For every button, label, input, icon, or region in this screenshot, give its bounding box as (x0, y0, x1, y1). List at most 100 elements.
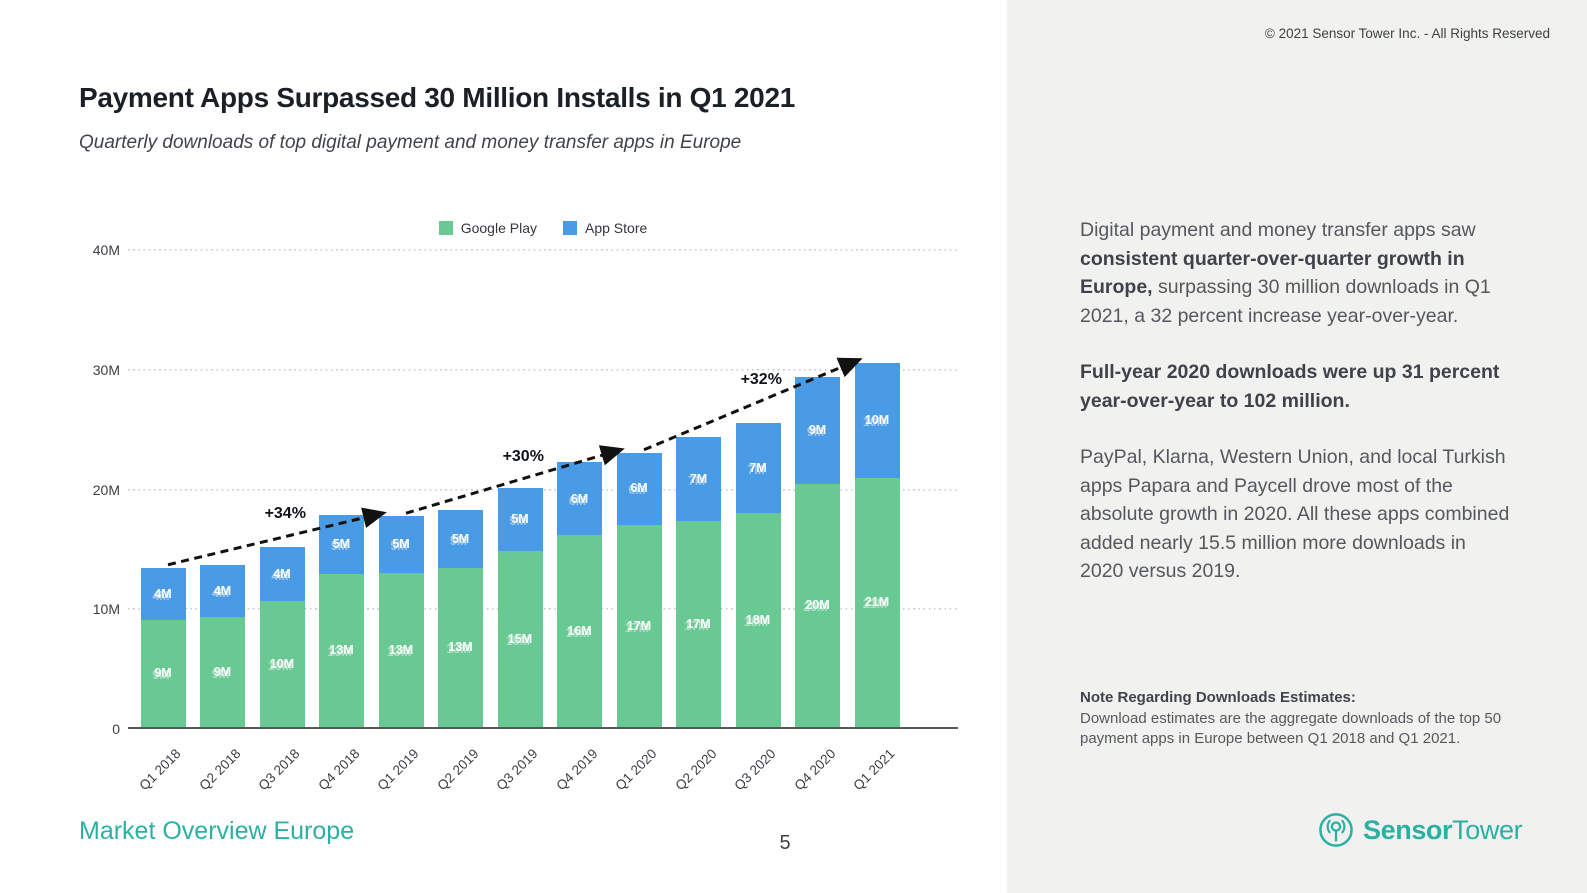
y-tick-label: 20M (92, 481, 120, 498)
bar-value-label: 21M (864, 595, 890, 610)
appstore-segment: 5M (378, 516, 424, 573)
legend-label: Google Play (460, 220, 537, 236)
insights-panel: © 2021 Sensor Tower Inc. - All Rights Re… (1007, 0, 1587, 893)
bar-value-label: 13M (329, 643, 354, 658)
gridline (128, 608, 958, 611)
bar-q4-2020: 9M 20M (795, 377, 840, 727)
bar-q1-2020: 6M 17M (616, 452, 662, 727)
bar-value-label: 7M (689, 471, 708, 486)
legend-label: App Store (585, 220, 648, 236)
chart-legend: Google Play App Store (128, 220, 958, 236)
googleplay-segment: 16M (557, 535, 602, 727)
appstore-segment: 4M (200, 565, 245, 617)
bar-value-label: 5M (451, 531, 470, 546)
bar-value-label: 4M (273, 567, 291, 582)
google-play-swatch (438, 221, 453, 235)
note-title: Note Regarding Downloads Estimates: (1080, 689, 1356, 706)
googleplay-segment: 13M (319, 573, 364, 727)
bar-q4-2018: 5M 13M (319, 515, 364, 727)
bar-value-label: 7M (749, 460, 767, 475)
bar-value-label: 9M (808, 423, 827, 438)
bar-value-label: 15M (507, 631, 533, 646)
y-tick-label: 30M (92, 361, 120, 378)
bar-q2-2019: 5M 13M (438, 510, 483, 727)
y-tick-label: 0 (112, 721, 120, 737)
bar-q3-2019: 5M 15M (497, 487, 543, 728)
bar-q1-2019: 5M 13M (378, 516, 424, 727)
bar-value-label: 17M (626, 618, 652, 633)
appstore-segment: 5M (438, 510, 483, 568)
bar-value-label: 4M (154, 586, 172, 601)
insights-text: Digital payment and money transfer apps … (1080, 216, 1512, 614)
bar-value-label: 6M (570, 491, 589, 506)
growth-annotation: +34% (264, 504, 306, 522)
gridline (128, 249, 958, 251)
bar-value-label: 13M (448, 640, 473, 655)
appstore-segment: 4M (259, 547, 305, 602)
sensor-tower-logo: SensorTower (1318, 812, 1523, 848)
bar-q1-2021: 10M 21M (854, 362, 900, 727)
sensor-tower-icon (1319, 813, 1353, 847)
gridline (128, 368, 958, 371)
appstore-segment: 5M (497, 487, 543, 551)
googleplay-segment: 13M (438, 567, 483, 727)
bar-value-label: 16M (567, 623, 592, 638)
googleplay-segment: 9M (200, 616, 245, 727)
appstore-segment: 9M (795, 377, 840, 484)
bar-value-label: 17M (686, 616, 711, 631)
bar-value-label: 18M (745, 612, 771, 627)
insight-paragraph-1: Digital payment and money transfer apps … (1080, 219, 1491, 327)
copyright-text: © 2021 Sensor Tower Inc. - All Rights Re… (1264, 26, 1550, 41)
googleplay-segment: 13M (378, 572, 424, 727)
growth-annotation: +30% (502, 447, 544, 465)
bar-value-label: 5M (511, 511, 529, 526)
googleplay-segment: 9M (140, 620, 186, 727)
appstore-segment: 7M (676, 437, 721, 522)
appstore-segment: 4M (140, 567, 186, 621)
googleplay-segment: 10M (259, 601, 305, 727)
googleplay-segment: 17M (676, 521, 721, 727)
y-tick-label: 40M (92, 242, 120, 258)
googleplay-segment: 15M (497, 550, 543, 727)
insight-paragraph-2: Full-year 2020 downloads were up 31 perc… (1080, 361, 1500, 412)
appstore-segment: 7M (735, 422, 781, 513)
appstore-segment: 5M (319, 515, 364, 574)
appstore-segment: 6M (616, 452, 662, 525)
googleplay-segment: 21M (854, 477, 900, 727)
appstore-segment: 6M (557, 462, 602, 536)
bar-q4-2019: 6M 16M (557, 462, 602, 727)
bar-value-label: 13M (388, 642, 414, 657)
bar-value-label: 20M (805, 598, 830, 613)
bar-q3-2018: 4M 10M (259, 547, 305, 727)
footer-section-title: Market Overview Europe (79, 817, 355, 845)
googleplay-segment: 18M (735, 512, 781, 727)
bar-q3-2020: 7M 18M (735, 422, 781, 727)
bar-q2-2020: 7M 17M (676, 437, 721, 727)
downloads-note: Note Regarding Downloads Estimates: Down… (1080, 688, 1532, 750)
bar-value-label: 5M (392, 537, 410, 552)
appstore-segment: 10M (854, 362, 900, 478)
bar-value-label: 10M (269, 656, 295, 671)
bar-q1-2018: 4M 9M (140, 567, 186, 727)
bar-value-label: 9M (213, 664, 232, 679)
bar-value-label: 4M (213, 583, 232, 598)
insight-paragraph-3: PayPal, Klarna, Western Union, and local… (1080, 446, 1510, 582)
chart-plot: 4M 9M Q1 2018 4M 9M Q2 2018 4M 10M Q3 2018 5M 13M Q… (128, 249, 958, 793)
bar-value-label: 9M (154, 666, 172, 681)
legend-item-app-store: App Store (563, 220, 647, 236)
app-store-swatch (563, 221, 577, 235)
googleplay-segment: 20M (795, 483, 840, 727)
bar-value-label: 6M (630, 481, 648, 496)
page-subtitle: Quarterly downloads of top digital payme… (79, 132, 742, 153)
bar-value-label: 5M (332, 537, 351, 552)
page-number: 5 (779, 832, 791, 854)
legend-item-google-play: Google Play (438, 220, 537, 236)
bar-q2-2018: 4M 9M (200, 565, 245, 727)
logo-wordmark: SensorTower (1363, 814, 1523, 845)
growth-annotation: +32% (740, 370, 782, 388)
y-tick-label: 10M (92, 601, 120, 618)
bar-value-label: 10M (864, 413, 890, 428)
googleplay-segment: 17M (616, 524, 662, 727)
y-axis: 0 10M 20M 30M 40M (60, 242, 120, 737)
